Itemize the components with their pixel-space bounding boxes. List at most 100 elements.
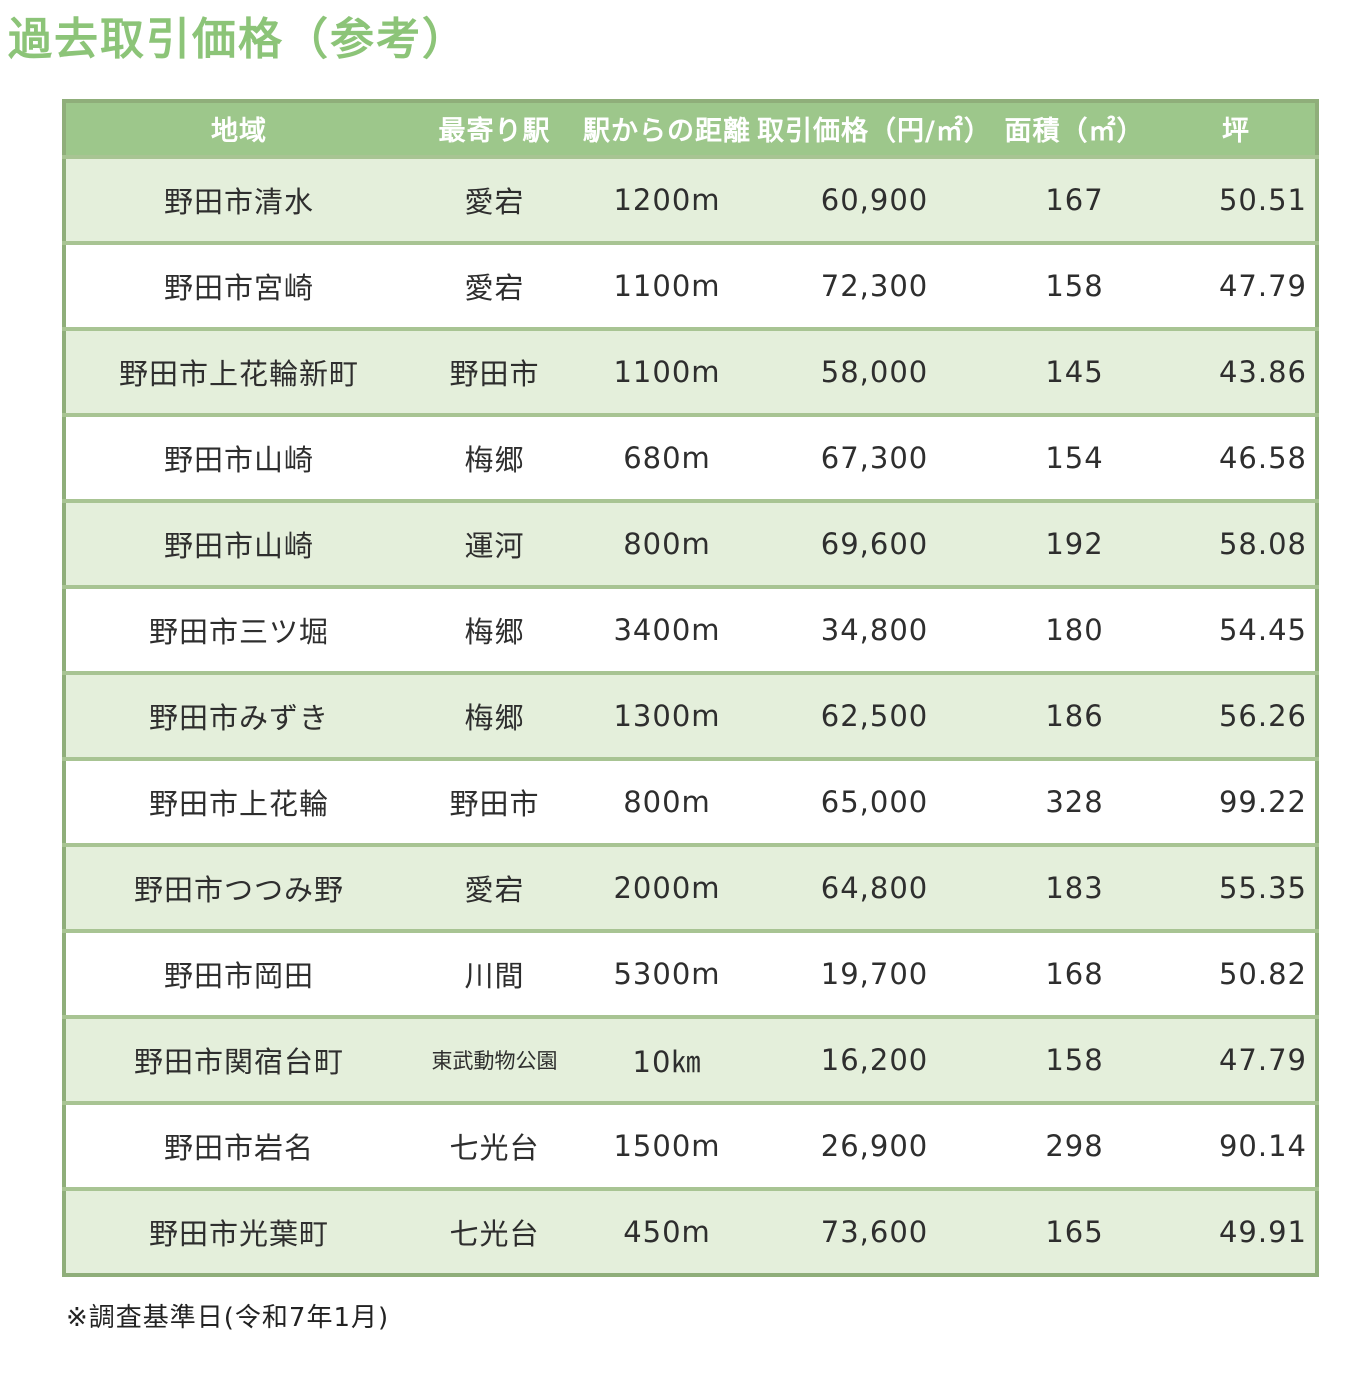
cell-tsubo: 56.26	[1218, 698, 1307, 733]
cell-tsubo: 58.08	[1218, 526, 1307, 561]
table-body: 野田市清水 愛宕 1200m 60,900 167 50.51 野田市宮崎 愛宕 1100m 72…	[64, 156, 1317, 1275]
cell-area: 165	[1045, 1214, 1104, 1249]
table-row: 野田市清水 愛宕 1200m 60,900 167 50.51	[64, 156, 1317, 243]
column-header-station: 最寄り駅	[412, 100, 577, 157]
cell-area: 328	[1045, 784, 1104, 819]
cell-tsubo: 50.51	[1218, 182, 1307, 217]
cell-station: 愛宕	[464, 872, 525, 907]
cell-distance: 2000m	[613, 870, 721, 905]
table-row: 野田市上花輪新町 野田市 1100m 58,000 145 43.86	[64, 328, 1317, 415]
table-row: 野田市つつみ野 愛宕 2000m 64,800 183 55.35	[64, 844, 1317, 931]
cell-area: 192	[1045, 526, 1104, 561]
cell-region: 野田市宮崎	[163, 270, 314, 305]
cell-area: 183	[1045, 870, 1104, 905]
cell-area: 168	[1045, 956, 1104, 991]
cell-area: 180	[1045, 612, 1104, 647]
cell-price: 26,900	[820, 1128, 929, 1163]
cell-station: 野田市	[449, 786, 540, 821]
cell-tsubo: 54.45	[1218, 612, 1307, 647]
cell-price: 34,800	[820, 612, 929, 647]
cell-region: 野田市みずき	[148, 700, 329, 735]
footnote: ※調査基準日(令和7年1月)	[66, 1302, 390, 1333]
cell-price: 69,600	[820, 526, 929, 561]
cell-region: 野田市山崎	[163, 528, 314, 563]
cell-distance: 1200m	[613, 182, 721, 217]
cell-distance: 800m	[623, 526, 711, 561]
cell-region: 野田市山崎	[163, 442, 314, 477]
cell-region: 野田市関宿台町	[133, 1044, 344, 1079]
page-title: 過去取引価格（参考）	[8, 14, 468, 65]
table-row: 野田市岩名 七光台 1500m 26,900 298 90.14	[64, 1102, 1317, 1189]
cell-price: 60,900	[820, 182, 929, 217]
cell-distance: 1500m	[613, 1128, 721, 1163]
cell-region: 野田市上花輪新町	[118, 356, 359, 391]
cell-area: 298	[1045, 1128, 1104, 1163]
cell-distance: 5300m	[613, 956, 721, 991]
cell-distance: 800m	[623, 784, 711, 819]
cell-region: 野田市つつみ野	[133, 872, 344, 907]
cell-price: 19,700	[820, 956, 929, 991]
cell-tsubo: 47.79	[1218, 1042, 1307, 1077]
cell-tsubo: 55.35	[1218, 870, 1307, 905]
cell-station: 梅郷	[464, 614, 525, 649]
table-row: 野田市上花輪 野田市 800m 65,000 328 99.22	[64, 758, 1317, 845]
cell-tsubo: 46.58	[1218, 440, 1307, 475]
column-header-area: 面積（㎡）	[992, 100, 1157, 157]
cell-tsubo: 49.91	[1218, 1214, 1307, 1249]
cell-distance: 1300m	[613, 698, 721, 733]
cell-tsubo: 99.22	[1218, 784, 1307, 819]
column-header-tsubo: 坪	[1157, 100, 1317, 157]
cell-distance: 450m	[623, 1214, 711, 1249]
table-row: 野田市三ツ堀 梅郷 3400m 34,800 180 54.45	[64, 586, 1317, 673]
cell-area: 145	[1045, 354, 1104, 389]
cell-area: 167	[1045, 182, 1104, 217]
cell-distance: 3400m	[613, 612, 721, 647]
cell-distance: 680m	[623, 440, 711, 475]
cell-price: 65,000	[820, 784, 929, 819]
cell-price: 72,300	[820, 268, 929, 303]
cell-station: 川間	[464, 958, 525, 993]
cell-tsubo: 47.79	[1218, 268, 1307, 303]
table-row: 野田市宮崎 愛宕 1100m 72,300 158 47.79	[64, 242, 1317, 329]
cell-price: 58,000	[820, 354, 929, 389]
cell-area: 158	[1045, 1042, 1104, 1077]
cell-region: 野田市清水	[163, 184, 314, 219]
table-row: 野田市光葉町 七光台 450m 73,600 165 49.91	[64, 1188, 1317, 1275]
cell-station: 七光台	[449, 1130, 540, 1165]
cell-station: 運河	[464, 528, 525, 563]
cell-area: 154	[1045, 440, 1104, 475]
cell-price: 67,300	[820, 440, 929, 475]
cell-area: 158	[1045, 268, 1104, 303]
cell-station: 梅郷	[464, 442, 525, 477]
table-row: 野田市関宿台町 東武動物公園 10㎞ 16,200 158 47.79	[64, 1016, 1317, 1103]
column-header-distance: 駅からの距離	[577, 100, 757, 157]
cell-price: 64,800	[820, 870, 929, 905]
cell-tsubo: 43.86	[1218, 354, 1307, 389]
table-row: 野田市山崎 運河 800m 69,600 192 58.08	[64, 500, 1317, 587]
cell-price: 62,500	[820, 698, 929, 733]
cell-region: 野田市上花輪	[148, 786, 329, 821]
cell-price: 16,200	[820, 1042, 929, 1077]
cell-tsubo: 90.14	[1218, 1128, 1307, 1163]
column-header-price: 取引価格（円/㎡）	[757, 100, 992, 157]
cell-station: 愛宕	[464, 184, 525, 219]
cell-distance: 10㎞	[632, 1044, 702, 1079]
cell-station: 梅郷	[464, 700, 525, 735]
cell-station: 七光台	[449, 1216, 540, 1251]
cell-price: 73,600	[820, 1214, 929, 1249]
price-table: 地域 最寄り駅 駅からの距離 取引価格（円/㎡） 面積（㎡）坪 野田市清水 愛宕 1200m…	[62, 98, 1319, 1277]
table-row: 野田市みずき 梅郷 1300m 62,500 186 56.26	[64, 672, 1317, 759]
cell-area: 186	[1045, 698, 1104, 733]
cell-tsubo: 50.82	[1218, 956, 1307, 991]
cell-region: 野田市岡田	[163, 958, 314, 993]
cell-region: 野田市三ツ堀	[148, 614, 329, 649]
cell-distance: 1100m	[613, 354, 721, 389]
cell-station: 愛宕	[464, 270, 525, 305]
table-row: 野田市山崎 梅郷 680m 67,300 154 46.58	[64, 414, 1317, 501]
cell-station: 東武動物公園	[431, 1048, 558, 1073]
column-header-region: 地域	[64, 100, 412, 157]
cell-region: 野田市岩名	[163, 1130, 314, 1165]
cell-station: 野田市	[449, 356, 540, 391]
cell-distance: 1100m	[613, 268, 721, 303]
